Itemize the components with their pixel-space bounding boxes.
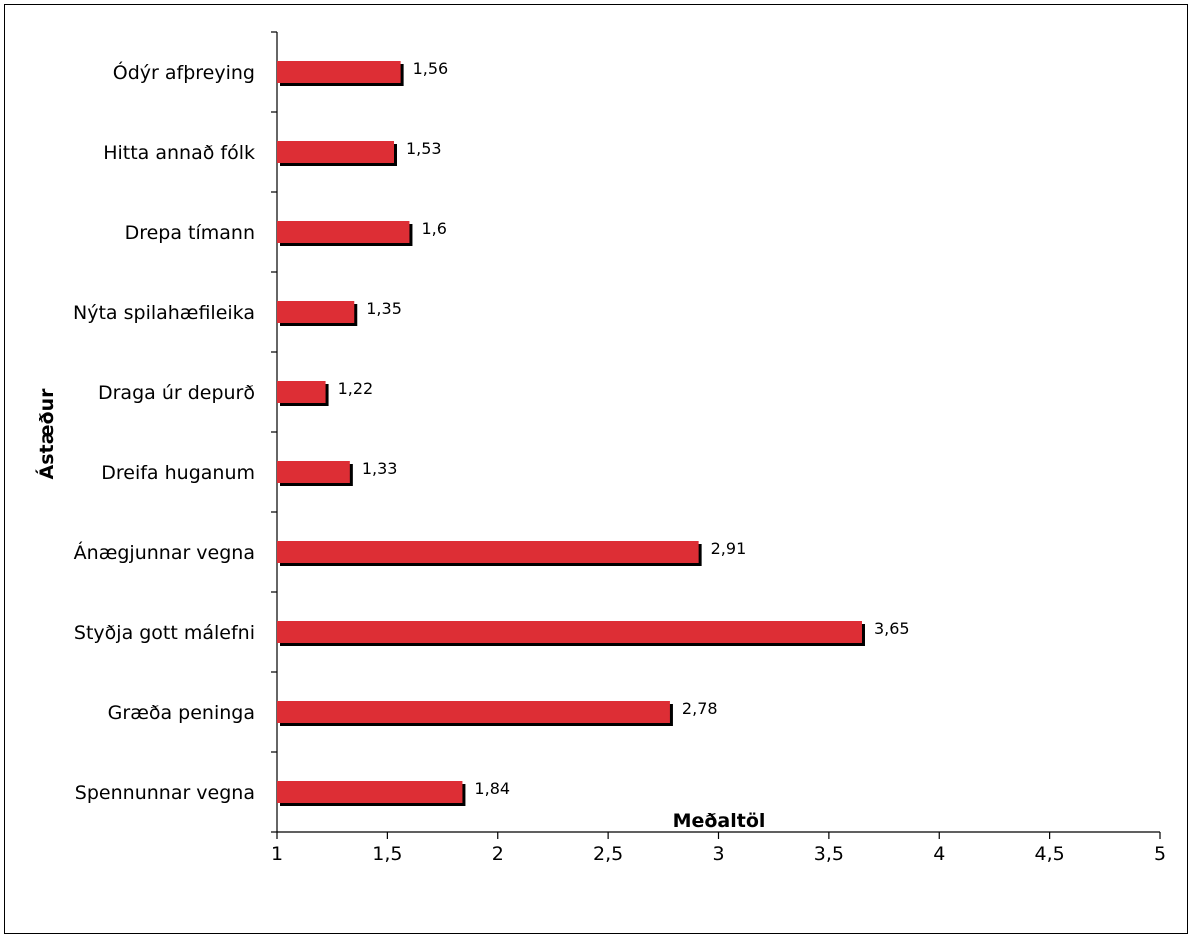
category-label: Draga úr depurð (98, 382, 255, 404)
x-tick-label: 3,5 (814, 843, 844, 865)
data-label: 2,91 (711, 539, 747, 558)
bar (277, 621, 862, 643)
data-label: 2,78 (682, 699, 718, 718)
x-tick-label: 2,5 (593, 843, 623, 865)
category-label: Spennunnar vegna (75, 782, 255, 804)
data-label: 1,53 (406, 139, 442, 158)
bar (277, 381, 326, 403)
bars (277, 61, 865, 806)
x-tick-label: 5 (1154, 843, 1166, 865)
category-label: Nýta spilahæfileika (73, 302, 255, 324)
data-label: 1,33 (362, 459, 398, 478)
data-label: 1,6 (421, 219, 446, 238)
data-label: 1,84 (474, 779, 510, 798)
x-tick-label: 3 (712, 843, 724, 865)
bar (277, 61, 401, 83)
category-label: Ánægjunnar vegna (74, 541, 255, 564)
axes (271, 31, 1161, 839)
x-tick-label: 2 (492, 843, 504, 865)
x-axis-title: Meðaltöl (673, 810, 766, 832)
data-label: 1,22 (338, 379, 374, 398)
category-label: Græða peninga (108, 702, 255, 724)
data-label: 3,65 (874, 619, 910, 638)
category-label: Drepa tímann (125, 222, 255, 244)
data-label: 1,35 (366, 299, 402, 318)
x-tick-label: 4 (933, 843, 945, 865)
category-label: Dreifa huganum (101, 462, 255, 484)
y-axis-title: Ástæður (35, 388, 58, 480)
data-label: 1,56 (413, 59, 449, 78)
bar (277, 221, 410, 243)
bar (277, 301, 355, 323)
category-label: Hitta annað fólk (103, 142, 255, 164)
chart-frame (4, 4, 1188, 934)
bar (277, 701, 670, 723)
category-label: Styðja gott málefni (74, 622, 255, 644)
x-tick-label: 1,5 (372, 843, 402, 865)
x-tick-label: 1 (271, 843, 283, 865)
x-tick-label: 4,5 (1035, 843, 1065, 865)
labels: 1 1,5 2 2,5 3 3,5 4 4,5 5 Ódýr afþreying 1,56 Hitta… (73, 59, 1166, 865)
bar (277, 141, 394, 163)
bar (277, 781, 463, 803)
bar (277, 541, 699, 563)
category-label: Ódýr afþreying (113, 60, 255, 84)
bar (277, 461, 350, 483)
